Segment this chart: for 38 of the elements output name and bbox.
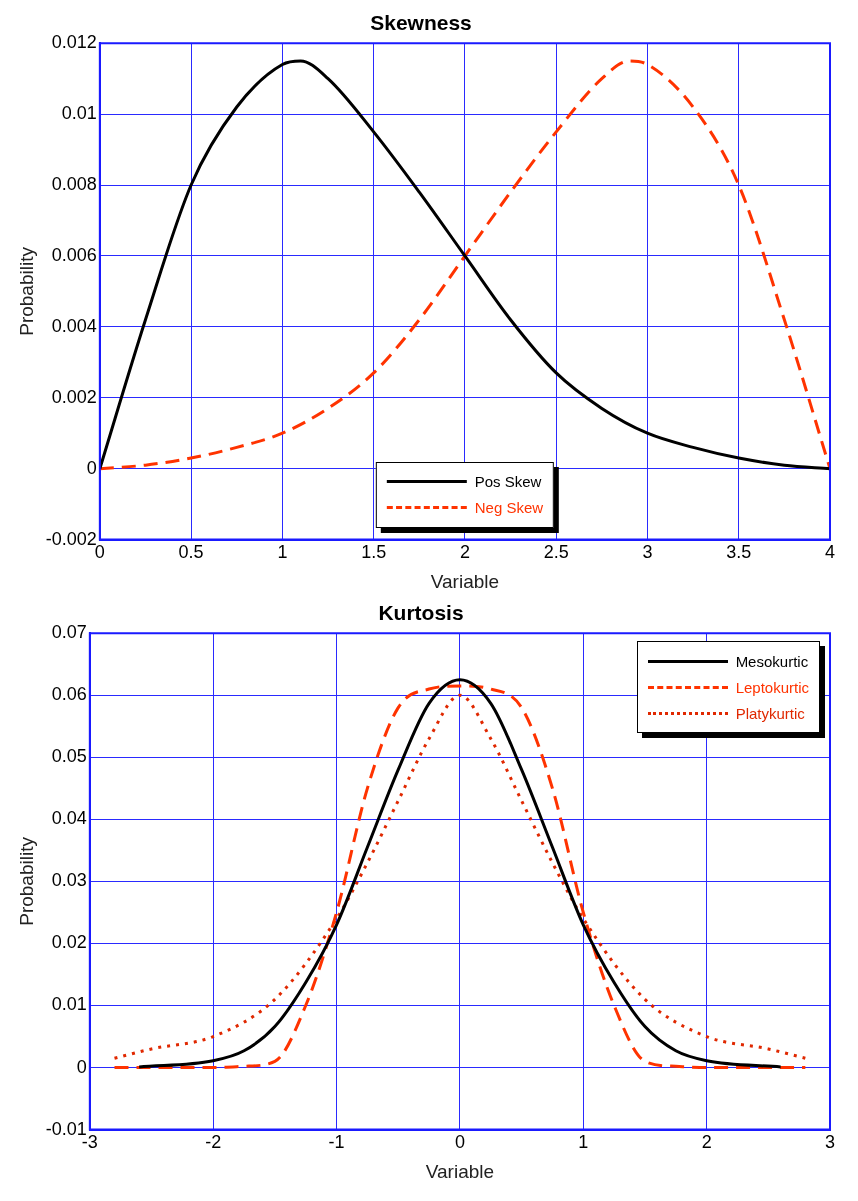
x-tick-label: 2 xyxy=(701,1132,712,1153)
y-tick-label: 0.02 xyxy=(51,932,87,953)
x-tick-label: 1.5 xyxy=(361,542,387,563)
y-tick-label: 0.07 xyxy=(51,622,87,643)
y-tick-label: 0.01 xyxy=(61,103,97,124)
y-tick-label: 0.008 xyxy=(51,174,97,194)
y-tick-label: 0.006 xyxy=(51,244,97,265)
x-tick-label: 3 xyxy=(642,542,653,563)
y-axis-title: Probability xyxy=(15,836,37,926)
x-tick-label: 3.5 xyxy=(726,542,752,563)
x-axis-title: Variable xyxy=(425,1160,495,1182)
x-axis-title: Variable xyxy=(430,570,500,592)
x-tick-label: 1 xyxy=(277,542,288,563)
x-tick-label: 2.5 xyxy=(543,542,569,563)
x-tick-label: 0.5 xyxy=(178,542,204,563)
y-tick-label: -0.01 xyxy=(45,1118,87,1139)
y-tick-label: 0.002 xyxy=(51,386,97,407)
x-tick-label: -2 xyxy=(205,1132,222,1153)
x-tick-label: 4 xyxy=(824,542,836,563)
x-tick-label: 2 xyxy=(459,542,470,563)
y-tick-label: -0.002 xyxy=(45,528,97,549)
y-tick-label: 0 xyxy=(86,457,97,478)
x-tick-label: 1 xyxy=(578,1132,589,1153)
y-tick-label: 0.06 xyxy=(51,684,87,705)
y-tick-label: 0.05 xyxy=(51,746,87,767)
y-axis-title: Probability xyxy=(15,246,37,336)
y-tick-label: 0.04 xyxy=(51,808,87,829)
line-series xyxy=(99,59,830,471)
y-tick-label: 0.01 xyxy=(51,994,87,1015)
x-tick-label: 0 xyxy=(454,1132,465,1153)
chart-title: Skewness xyxy=(370,11,472,35)
y-tick-label: 0.03 xyxy=(51,870,87,891)
y-tick-label: 0.012 xyxy=(51,32,97,53)
x-tick-label: 3 xyxy=(824,1132,836,1153)
x-tick-label: -1 xyxy=(328,1132,345,1153)
chart-title: Kurtosis xyxy=(378,601,464,625)
y-tick-label: 0 xyxy=(76,1056,87,1077)
y-tick-label: 0.004 xyxy=(51,315,97,336)
